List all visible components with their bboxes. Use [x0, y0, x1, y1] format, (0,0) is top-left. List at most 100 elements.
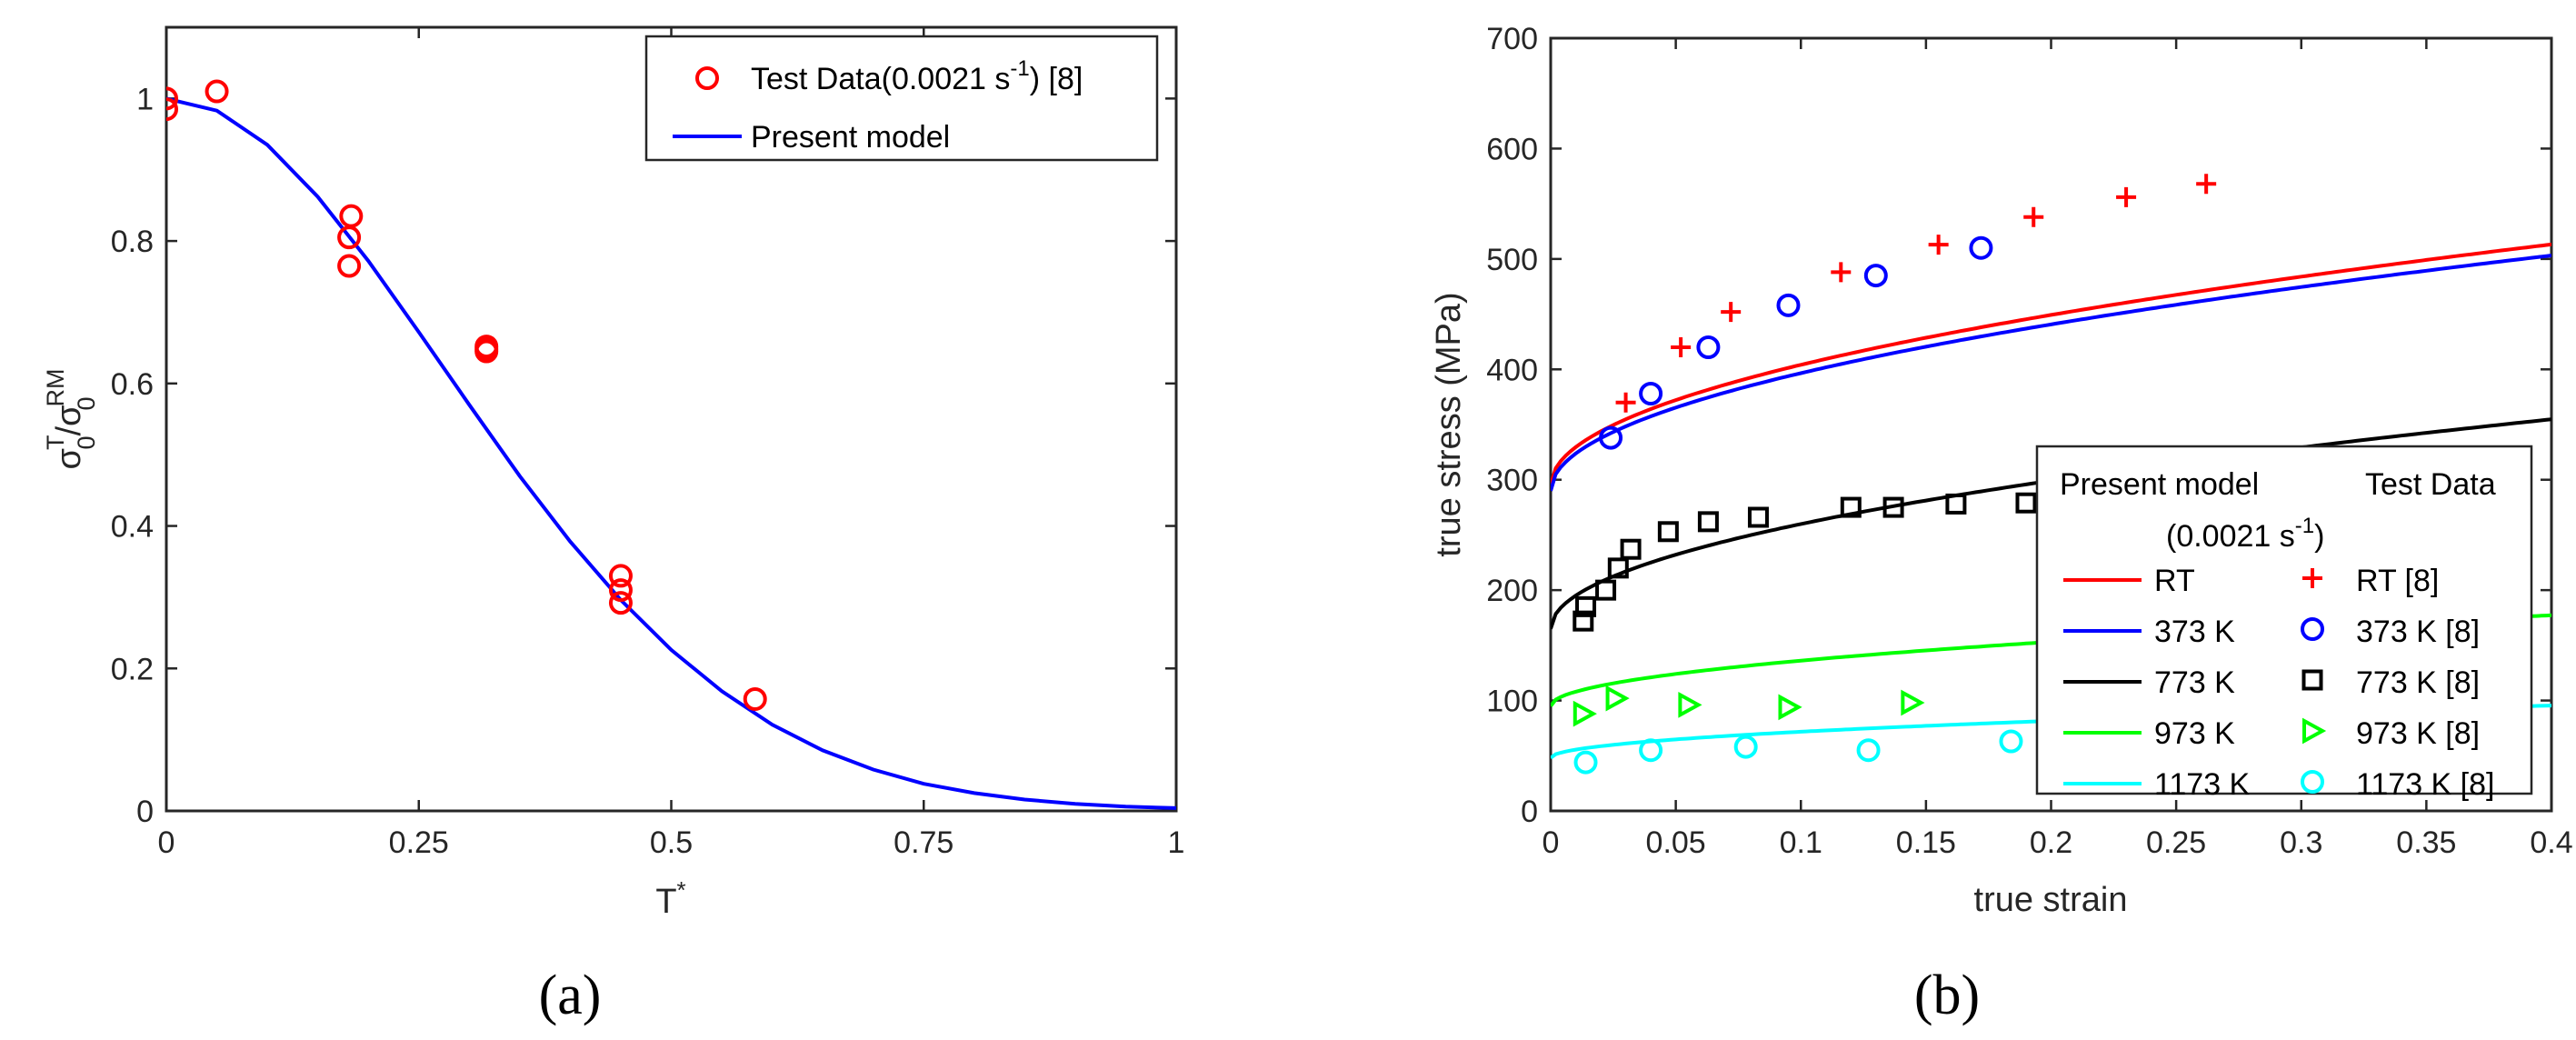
legend-b-test-label: 1173 K [8]	[2356, 767, 2495, 802]
legend-box-a	[644, 35, 1159, 162]
test-point-a	[608, 564, 633, 588]
test-point-973k	[1778, 694, 1802, 721]
test-point-a	[608, 578, 633, 603]
test-point-773k	[1882, 496, 1904, 518]
test-point-773k	[1607, 557, 1629, 579]
x-tick-label-a: 0.75	[894, 825, 954, 860]
x-tick-label-a: 0.25	[389, 825, 449, 860]
chart-b: 0 0.05 0.1 0.15 0.2 0.25 0.3 0.35 0.4 0 100 200 300 4…	[1430, 22, 2573, 1026]
test-point-a	[166, 97, 178, 122]
test-point-1173k	[1639, 738, 1663, 763]
legend-box-b	[2035, 445, 2533, 795]
test-point-373k	[1599, 425, 1623, 450]
test-point-rt	[1721, 302, 1742, 323]
test-point-rt	[1831, 262, 1852, 283]
test-point-973k	[1573, 700, 1597, 727]
test-point-973k	[1678, 692, 1702, 718]
x-tick-label-b: 0.05	[1646, 825, 1706, 860]
test-point-373k	[1696, 335, 1721, 359]
test-point-773k	[1945, 493, 1967, 515]
panel-label-b: (b)	[1914, 965, 1980, 1026]
test-point-973k	[1605, 685, 1630, 712]
test-point-973k	[1901, 689, 1925, 716]
y-tick-label-a: 0.8	[111, 225, 154, 259]
x-axis-label-a: T*	[655, 876, 685, 921]
y-tick-label-a: 0.4	[111, 510, 154, 545]
legend-b-marker	[2302, 717, 2327, 745]
x-tick-label-b: 0.1	[1780, 825, 1822, 860]
legend-a-model-label: Present model	[751, 120, 950, 155]
legend-b-marker	[2301, 770, 2324, 794]
test-point-1173k	[1999, 729, 2023, 754]
test-point-rt	[2196, 174, 2217, 195]
legend-b-header-model: Present model	[2060, 467, 2259, 502]
y-tick-label-b: 400	[1486, 353, 1538, 387]
test-point-a	[743, 686, 767, 711]
test-point-1173k	[1733, 735, 1758, 759]
test-point-rt	[1671, 337, 1692, 357]
y-axis-label-b: true stress (MPa)	[1430, 292, 1468, 556]
x-tick-label-b: 0.15	[1896, 825, 1956, 860]
legend-a-test-label: Test Data(0.0021 s-1) [8]	[751, 56, 1083, 96]
y-tick-label-a: 0.2	[111, 652, 154, 686]
test-point-1173k	[1573, 750, 1598, 775]
legend-b-test-label: RT [8]	[2356, 564, 2439, 598]
test-point-rt	[2023, 206, 2044, 227]
y-tick-label-a: 0.6	[111, 367, 154, 402]
model-curve-373k	[1551, 254, 2551, 492]
test-point-a	[474, 339, 499, 364]
y-tick-label-b: 500	[1486, 243, 1538, 277]
x-tick-label-b: 0.3	[2280, 825, 2322, 860]
test-point-773k	[1840, 496, 1862, 518]
x-tick-label-a: 0	[158, 825, 175, 860]
y-tick-label-a: 0	[136, 795, 154, 829]
legend-a-test-marker	[695, 66, 719, 90]
test-point-a	[205, 79, 229, 104]
model-curve-rt	[1551, 242, 2551, 486]
test-point-773k	[1747, 506, 1769, 528]
model-curve-a	[166, 96, 1176, 810]
y-tick-label-b: 300	[1486, 464, 1538, 498]
legend-b-header-test: Test Data	[2365, 467, 2496, 502]
test-point-a	[337, 254, 362, 278]
test-point-rt	[1615, 392, 1636, 413]
test-point-773k	[1657, 521, 1679, 543]
legend-b-model-label: 1173 K	[2154, 767, 2251, 802]
test-point-373k	[1639, 382, 1663, 405]
test-point-773k	[1697, 511, 1719, 533]
test-point-773k	[2015, 492, 2037, 514]
y-tick-label-b: 700	[1486, 22, 1538, 56]
test-point-rt	[2116, 186, 2137, 207]
panel-label-a: (a)	[539, 965, 602, 1026]
y-tick-label-b: 600	[1486, 132, 1538, 166]
test-point-a	[166, 86, 178, 111]
x-tick-label-b: 0.25	[2146, 825, 2206, 860]
legend-b-model-label: 973 K	[2154, 716, 2235, 751]
test-point-373k	[1776, 293, 1801, 317]
x-tick-label-b: 0.35	[2396, 825, 2456, 860]
x-axis-label-b: true strain	[1974, 881, 2128, 919]
legend-b: Present model Test Data (0.0021 s-1) RT R…	[2035, 445, 2533, 802]
test-point-373k	[1863, 264, 1888, 288]
test-point-rt	[1928, 235, 1949, 255]
ticks-a: 0 0.25 0.5 0.75 1 0 0.2 0.4 0.6 0.8 1	[111, 27, 1184, 860]
test-point-1173k	[1856, 738, 1881, 763]
chart-a: 0 0.25 0.5 0.75 100.20.40.60.81 T* σT 0/σRM 0 …	[42, 25, 1184, 1026]
legend-b-marker	[2302, 568, 2322, 588]
test-point-a	[608, 591, 633, 615]
legend-b-model-label: 373 K	[2154, 615, 2235, 649]
test-point-773k	[1573, 610, 1594, 632]
test-point-373k	[1969, 235, 1993, 260]
test-point-773k	[1620, 538, 1642, 560]
y-tick-label-b: 0	[1521, 795, 1538, 829]
legend-b-model-label: RT	[2154, 564, 2195, 598]
legend-b-marker	[2301, 617, 2324, 641]
legend-b-model-label: 773 K	[2154, 665, 2235, 700]
x-tick-label-b: 0.2	[2030, 825, 2072, 860]
test-point-773k	[1595, 579, 1617, 601]
data-a	[166, 79, 1176, 810]
legend-a: Test Data(0.0021 s-1) [8] Present model	[644, 35, 1159, 162]
legend-b-header-rate: (0.0021 s-1)	[2166, 514, 2324, 554]
legend-b-test-label: 373 K [8]	[2356, 615, 2480, 649]
